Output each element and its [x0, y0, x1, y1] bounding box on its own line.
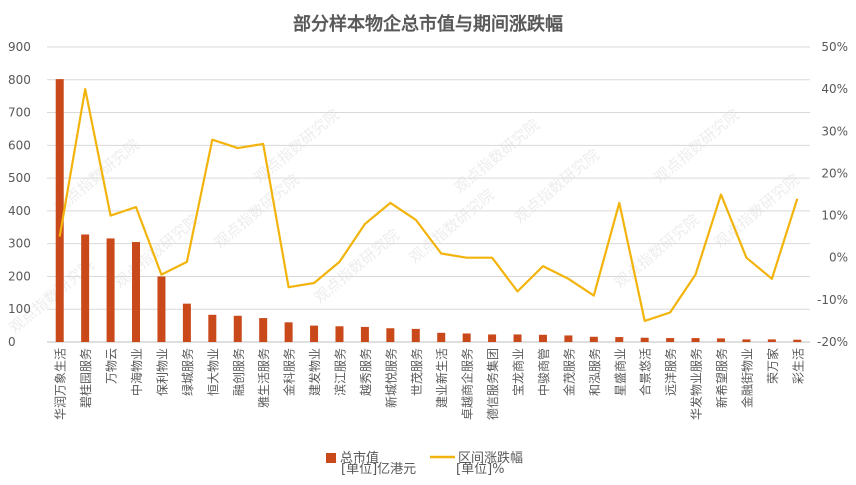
bar-market-cap [81, 234, 89, 342]
line-price-change [60, 89, 798, 321]
x-category-label: 碧桂园服务 [78, 348, 93, 408]
bar-market-cap [335, 326, 343, 342]
x-category-label: 越秀服务 [358, 348, 373, 396]
x-category-label: 世茂服务 [409, 348, 424, 396]
x-category-label: 荣万家 [765, 348, 780, 384]
x-category-label: 星盛商业 [612, 348, 627, 396]
bar-market-cap [361, 327, 369, 342]
x-category-label: 卓越商企服务 [460, 348, 475, 420]
chart-title: 部分样本物企总市值与期间涨跌幅 [293, 13, 563, 35]
bar-market-cap [285, 322, 293, 342]
bar-market-cap [539, 335, 547, 342]
bar-market-cap [157, 276, 165, 342]
bar-market-cap [310, 326, 318, 342]
bar-market-cap [259, 318, 267, 342]
x-category-label: 和泓服务 [587, 348, 602, 396]
x-category-label: 滨江服务 [332, 348, 347, 396]
x-category-label: 远洋服务 [663, 348, 678, 396]
bar-market-cap [615, 337, 623, 342]
x-category-label: 合景悠活 [638, 348, 653, 396]
right-tick-label: 20% [821, 166, 848, 180]
x-category-label: 德信服务集团 [485, 348, 500, 420]
left-tick-label: 700 [8, 106, 31, 120]
left-tick-label: 300 [8, 237, 31, 251]
watermark-text: 观点指数研究院 [511, 146, 603, 227]
x-category-label: 建业新生活 [434, 348, 449, 408]
bar-market-cap [692, 338, 700, 342]
bar-market-cap [742, 339, 750, 342]
bar-market-cap [234, 316, 242, 342]
bar-market-cap [564, 335, 572, 342]
watermark-layer: 观点指数研究院观点指数研究院观点指数研究院观点指数研究院观点指数研究院观点指数研… [6, 106, 803, 337]
bar-market-cap [768, 339, 776, 342]
line-layer [60, 89, 798, 321]
x-category-label: 建发物业 [307, 348, 322, 396]
x-category-label: 金融街物业 [739, 348, 754, 408]
right-tick-label: -10% [817, 293, 848, 307]
legend-swatch-market-cap [326, 453, 336, 463]
bar-market-cap [590, 337, 598, 342]
left-axis: 0 100 200 300 400 500 600 700 800 900 [8, 40, 31, 349]
x-category-label: 绿城服务 [180, 348, 195, 396]
x-category-label: 新城悦服务 [383, 348, 398, 408]
right-tick-label: -20% [817, 335, 848, 349]
bar-market-cap [717, 338, 725, 342]
bar-market-cap [107, 238, 115, 342]
bar-market-cap [641, 338, 649, 342]
x-category-label: 雅生活服务 [256, 348, 271, 408]
right-tick-label: 40% [821, 82, 848, 96]
x-category-label: 华发物业服务 [689, 348, 704, 420]
right-tick-label: 50% [821, 40, 848, 54]
bar-market-cap [183, 304, 191, 342]
legend: 总市值 [单位]亿港元 区间涨跌幅 [单位]% [326, 450, 523, 477]
left-tick-label: 0 [8, 335, 16, 349]
x-category-label: 万物云 [105, 348, 119, 384]
bar-market-cap [666, 338, 674, 342]
bar-market-cap [208, 315, 216, 342]
bar-market-cap [514, 334, 522, 342]
bar-market-cap [488, 334, 496, 342]
watermark-text: 观点指数研究院 [451, 116, 543, 197]
x-category-label: 融创服务 [231, 348, 246, 396]
x-category-label: 恒大物业 [206, 348, 220, 396]
bar-market-cap [56, 79, 64, 342]
bar-market-cap [412, 329, 420, 342]
right-tick-label: 30% [821, 124, 848, 138]
left-tick-label: 600 [8, 138, 31, 152]
right-tick-label: 0% [829, 251, 848, 265]
x-category-label: 金科服务 [282, 348, 297, 396]
x-category-label: 宝龙商业 [511, 348, 526, 396]
watermark-text: 观点指数研究院 [651, 106, 743, 187]
right-tick-label: 10% [821, 209, 848, 223]
legend-unit-change: [单位]% [456, 462, 505, 477]
x-category-label: 金茂服务 [561, 348, 576, 396]
bar-market-cap [132, 242, 140, 342]
x-category-label: 保利物业 [155, 348, 169, 396]
bar-market-cap [386, 328, 394, 342]
right-axis: -20% -10% 0% 10% 20% 30% 40% 50% [817, 40, 848, 349]
left-tick-label: 900 [8, 40, 31, 54]
x-category-label: 中骏商管 [536, 348, 551, 396]
left-tick-label: 400 [8, 204, 31, 218]
x-category-label: 新希望服务 [714, 348, 729, 408]
x-axis-labels: 华润万象生活碧桂园服务万物云中海物业保利物业绿城服务恒大物业融创服务雅生活服务金… [54, 348, 806, 420]
x-category-label: 华润万象生活 [54, 348, 68, 420]
x-category-label: 彩生活 [791, 348, 805, 384]
x-category-label: 中海物业 [129, 348, 144, 396]
left-tick-label: 500 [8, 171, 31, 185]
bar-market-cap [463, 333, 471, 342]
left-tick-label: 200 [8, 269, 31, 283]
legend-unit-market-cap: [单位]亿港元 [341, 462, 416, 477]
left-tick-label: 100 [8, 302, 31, 316]
bar-market-cap [437, 333, 445, 342]
bar-market-cap [793, 340, 801, 342]
left-tick-label: 800 [8, 73, 31, 87]
